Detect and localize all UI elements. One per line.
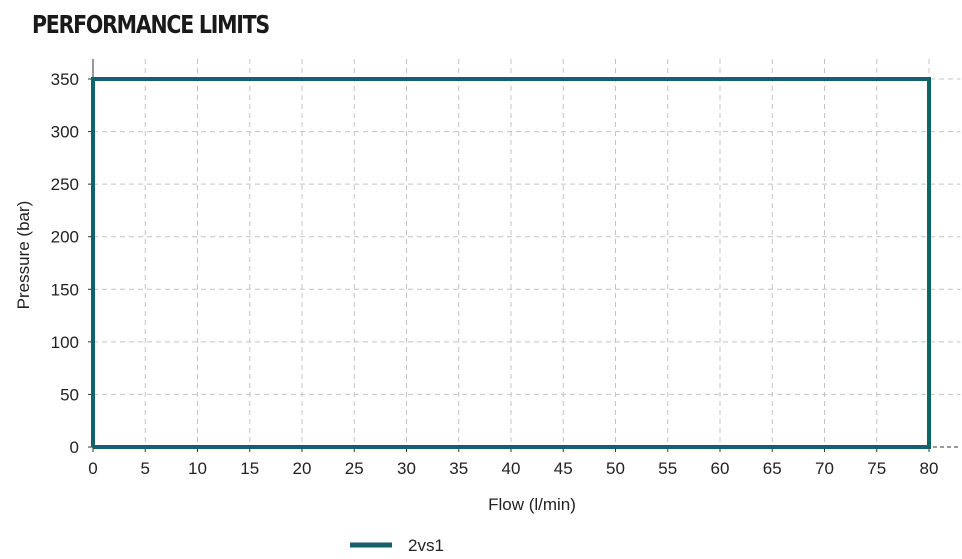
- legend: 2vs1: [350, 536, 444, 555]
- y-axis-label: Pressure (bar): [14, 201, 33, 310]
- x-tick-label: 80: [920, 459, 939, 478]
- y-tick-label: 350: [51, 70, 79, 89]
- y-tick-label: 100: [51, 333, 79, 352]
- x-tick-label: 10: [188, 459, 207, 478]
- x-axis-ticks: 0 5 10 15 20 25 30 35 40 45 50 55 60 65 70 75 80: [88, 447, 938, 478]
- axes: [92, 59, 961, 448]
- x-tick-label: 75: [867, 459, 886, 478]
- x-tick-label: 50: [606, 459, 625, 478]
- y-axis-ticks: 0 50 100 150 200 250 300 350: [51, 70, 93, 457]
- x-tick-label: 15: [240, 459, 259, 478]
- y-tick-label: 250: [51, 175, 79, 194]
- x-tick-label: 5: [141, 459, 150, 478]
- x-tick-label: 0: [88, 459, 97, 478]
- x-tick-label: 55: [658, 459, 677, 478]
- x-tick-label: 35: [449, 459, 468, 478]
- x-tick-label: 25: [345, 459, 364, 478]
- grid-lines: [93, 59, 961, 447]
- x-tick-label: 30: [397, 459, 416, 478]
- x-axis-label: Flow (l/min): [488, 495, 576, 514]
- x-tick-label: 45: [554, 459, 573, 478]
- y-tick-label: 200: [51, 228, 79, 247]
- legend-label: 2vs1: [408, 536, 444, 555]
- series-layer: [91, 77, 931, 449]
- y-tick-label: 0: [70, 438, 79, 457]
- series-line: [91, 77, 931, 449]
- y-tick-label: 50: [60, 385, 79, 404]
- x-tick-label: 60: [711, 459, 730, 478]
- x-tick-label: 40: [502, 459, 521, 478]
- x-tick-label: 70: [815, 459, 834, 478]
- y-tick-label: 150: [51, 280, 79, 299]
- chart-title: PERFORMANCE LIMITS: [32, 10, 270, 39]
- y-tick-label: 300: [51, 123, 79, 142]
- x-tick-label: 65: [763, 459, 782, 478]
- x-tick-label: 20: [293, 459, 312, 478]
